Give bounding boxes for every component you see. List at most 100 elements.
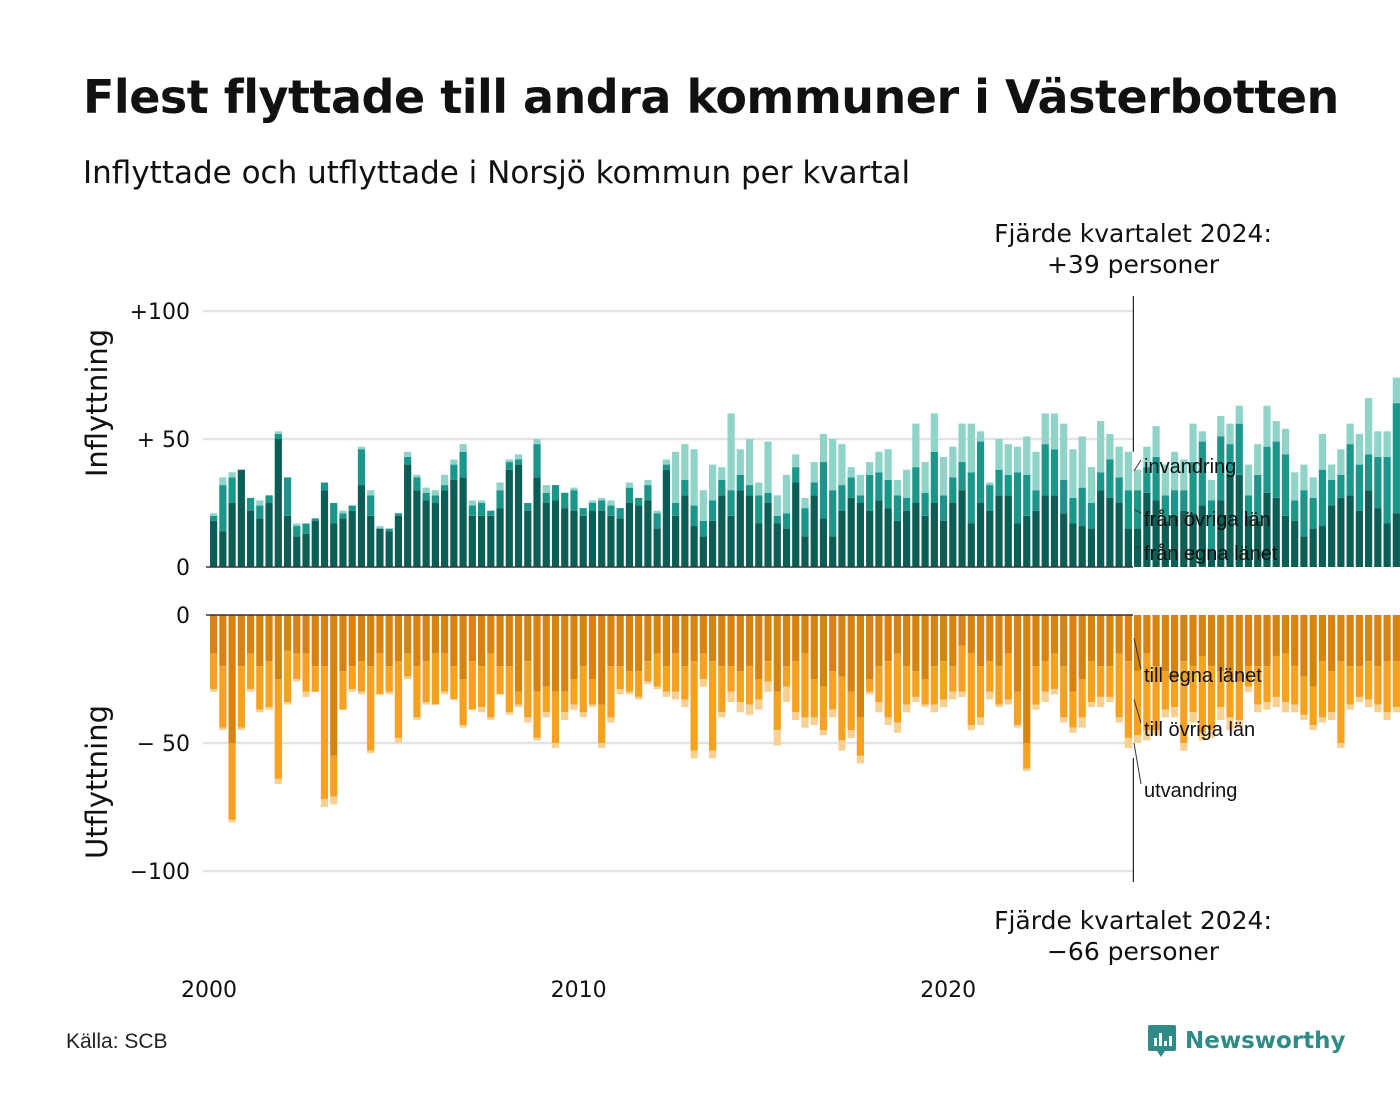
bar-segment bbox=[1346, 495, 1354, 567]
bar-segment bbox=[1309, 477, 1317, 498]
bar-segment bbox=[1383, 456, 1391, 524]
bar-segment bbox=[524, 503, 532, 511]
bar-segment bbox=[1106, 666, 1114, 697]
bar-segment bbox=[1069, 691, 1077, 728]
bar-segment bbox=[1272, 497, 1280, 567]
bar-segment bbox=[1087, 661, 1096, 703]
bar-segment bbox=[921, 492, 929, 516]
series-label: utvandring bbox=[1144, 780, 1237, 802]
bar-segment bbox=[1337, 615, 1345, 662]
bar-segment bbox=[773, 515, 781, 524]
series-label: till egna länet bbox=[1144, 665, 1262, 687]
bar-segment bbox=[1207, 730, 1216, 738]
bar-segment bbox=[256, 518, 264, 567]
bar-segment bbox=[810, 495, 818, 567]
bar-segment bbox=[1170, 451, 1179, 491]
bar-segment bbox=[551, 485, 560, 501]
bar-segment bbox=[579, 712, 587, 718]
bar-segment bbox=[1226, 717, 1234, 731]
bar-segment bbox=[246, 689, 255, 692]
bar-segment bbox=[1244, 515, 1253, 567]
bar-segment bbox=[745, 615, 754, 667]
bar-segment bbox=[1346, 423, 1354, 445]
bar-segment bbox=[847, 477, 855, 498]
bar-segment bbox=[1318, 661, 1327, 718]
inflow-bars bbox=[210, 377, 1400, 567]
bar-segment bbox=[662, 459, 670, 465]
bar-segment bbox=[930, 666, 938, 705]
bar-segment bbox=[1134, 469, 1142, 491]
bar-segment bbox=[293, 615, 301, 654]
bar-segment bbox=[921, 679, 929, 705]
bar-segment bbox=[745, 666, 754, 705]
bar-segment bbox=[450, 464, 458, 480]
bar-segment bbox=[810, 482, 818, 496]
bar-segment bbox=[1254, 474, 1262, 521]
bar-segment bbox=[986, 615, 994, 662]
bar-segment bbox=[1041, 691, 1049, 703]
bar-segment bbox=[921, 704, 929, 708]
bar-segment bbox=[422, 500, 430, 567]
bar-segment bbox=[1355, 696, 1363, 703]
bar-segment bbox=[1060, 479, 1068, 514]
bar-segment bbox=[394, 615, 403, 662]
bar-segment bbox=[551, 691, 560, 743]
bar-segment bbox=[1078, 717, 1086, 728]
bar-segment bbox=[533, 439, 541, 445]
bar-segment bbox=[459, 679, 467, 726]
bar-segment bbox=[662, 691, 670, 697]
bar-segment bbox=[385, 615, 393, 667]
bar-segment bbox=[598, 743, 606, 749]
bar-segment bbox=[1087, 615, 1096, 662]
bar-segment bbox=[1337, 661, 1345, 743]
bar-segment bbox=[274, 433, 282, 439]
bar-segment bbox=[727, 615, 735, 667]
bar-segment bbox=[635, 696, 643, 700]
bar-segment bbox=[376, 653, 384, 695]
bar-segment bbox=[570, 487, 578, 491]
bar-segment bbox=[1383, 712, 1391, 720]
bar-segment bbox=[939, 456, 948, 496]
bar-segment bbox=[967, 423, 975, 473]
y-tick-label: −100 bbox=[130, 860, 190, 885]
bar-segment bbox=[450, 666, 458, 700]
bar-segment bbox=[653, 615, 661, 654]
bar-segment bbox=[1328, 615, 1336, 672]
bar-segment bbox=[311, 666, 319, 692]
bar-segment bbox=[579, 508, 587, 516]
bar-segment bbox=[256, 500, 264, 506]
bar-segment bbox=[1281, 428, 1290, 455]
bar-segment bbox=[1217, 436, 1225, 501]
outflow-bars bbox=[210, 615, 1400, 823]
bar-segment bbox=[1050, 653, 1059, 690]
bar-segment bbox=[1328, 479, 1336, 506]
bar-segment bbox=[542, 503, 550, 567]
bar-segment bbox=[431, 615, 439, 654]
bar-segment bbox=[265, 615, 273, 662]
bar-segment bbox=[1032, 666, 1040, 705]
bar-segment bbox=[339, 510, 347, 514]
bar-segment bbox=[1392, 661, 1400, 708]
bar-segment bbox=[1365, 699, 1373, 708]
bar-segment bbox=[320, 490, 329, 567]
bar-segment bbox=[422, 487, 430, 493]
bar-segment bbox=[829, 671, 837, 710]
bar-segment bbox=[210, 615, 218, 654]
bar-segment bbox=[699, 679, 707, 687]
bar-segment bbox=[838, 444, 846, 486]
bar-segment bbox=[884, 479, 892, 509]
bar-segment bbox=[357, 661, 366, 692]
bar-segment bbox=[1346, 444, 1354, 496]
bar-segment bbox=[1050, 689, 1059, 695]
bar-segment bbox=[1300, 676, 1308, 715]
bar-segment bbox=[1392, 513, 1400, 567]
bar-segment bbox=[866, 679, 874, 692]
bar-segment bbox=[1023, 768, 1031, 772]
bar-segment bbox=[413, 474, 421, 478]
bar-segment bbox=[1217, 500, 1225, 567]
bar-segment bbox=[1069, 523, 1077, 567]
bar-segment bbox=[1217, 415, 1225, 437]
bar-segment bbox=[1078, 615, 1086, 679]
bar-segment bbox=[690, 750, 698, 759]
bar-segment bbox=[1013, 615, 1022, 692]
